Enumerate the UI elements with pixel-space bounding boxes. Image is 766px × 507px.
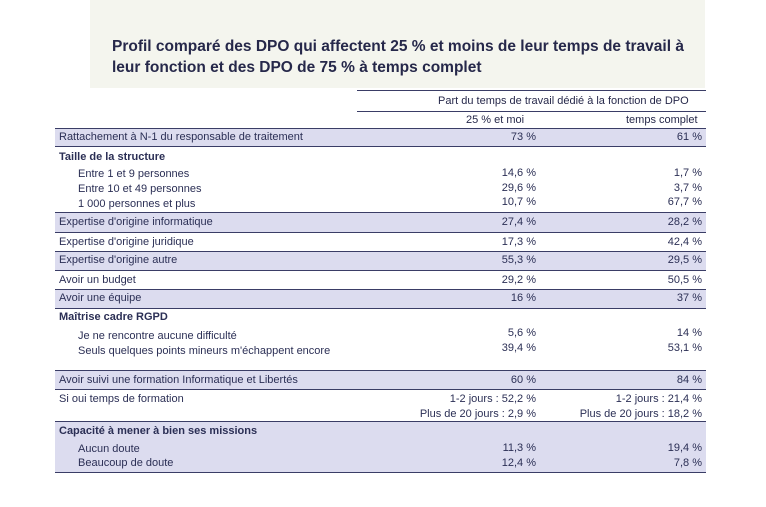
row-label: Avoir suivi une formation Informatique e… [59,374,298,386]
value-25-pct: 11,3 % 12,4 % [502,441,536,470]
value-line: 29,6 % [501,181,536,194]
value-full-time: 1,7 % 3,7 % 67,7 % [668,166,702,210]
value-25-pct: 1-2 jours : 52,2 % Plus de 20 jours : 2,… [420,392,536,421]
row-label: Avoir un budget [59,274,136,286]
sub-label: Seuls quelques points mineurs m'échappen… [78,345,331,357]
table-row: Expertise d'origine juridique 17,3 % 42,… [55,232,706,251]
row-label: Avoir une équipe [59,292,142,304]
value-full-time: 84 % [676,374,702,386]
row-label: Rattachement à N-1 du responsable de tra… [59,131,303,143]
col2-header: temps complet [626,114,698,126]
value-line: 39,4 % [501,341,536,354]
table-row: Avoir un budget 29,2 % 50,5 % [55,270,706,289]
value-line: 11,3 % [502,442,536,454]
sub-label: Beaucoup de doute [78,457,174,469]
value-line: 67,7 % [667,196,702,208]
table-row: Avoir une équipe 16 % 37 % [55,289,706,308]
header-rule-top [357,90,706,91]
table-row: Rattachement à N-1 du responsable de tra… [55,128,706,146]
value-full-time: 50,5 % [667,274,702,286]
sub-label: Entre 10 et 49 personnes [78,183,202,195]
row-label: Maîtrise cadre RGPD [59,311,168,323]
value-25-pct: 17,3 % [501,236,536,248]
table-row: Avoir suivi une formation Informatique e… [55,370,706,389]
header-rule-middle [357,111,706,112]
value-25-pct: 27,4 % [501,216,536,228]
value-line: 5,6 % [507,327,536,339]
value-line: Plus de 20 jours : 2,9 % [419,407,536,420]
value-line: 53,1 % [667,341,702,354]
table-row: Si oui temps de formation 1-2 jours : 52… [55,389,706,421]
col1-header: 25 % et moi [466,114,525,126]
value-full-time: 1-2 jours : 21,4 % Plus de 20 jours : 18… [580,392,702,421]
value-line: 14,6 % [501,167,536,179]
value-full-time: 14 % 53,1 % [668,326,702,355]
value-full-time: 28,2 % [667,216,702,228]
row-label: Expertise d'origine informatique [59,216,213,228]
value-25-pct: 60 % [510,374,536,386]
value-full-time: 37 % [676,292,702,304]
table-row: Maîtrise cadre RGPD Je ne rencontre aucu… [55,308,706,370]
value-25-pct: 16 % [510,292,536,304]
value-25-pct: 5,6 % 39,4 % [502,326,536,355]
row-label: Expertise d'origine juridique [59,236,194,248]
sub-label: Aucun doute [78,443,140,455]
value-line: 10,7 % [501,196,536,208]
sub-label: 1 000 personnes et plus [78,198,196,210]
table-row: Capacité à mener à bien ses missions Auc… [55,421,706,473]
row-label: Capacité à mener à bien ses missions [59,425,258,437]
row-label: Taille de la structure [59,151,166,163]
value-full-time: 29,5 % [667,254,702,266]
value-line: 1,7 % [673,167,702,179]
value-line: 14 % [676,327,702,339]
value-line: Plus de 20 jours : 18,2 % [579,407,702,420]
value-full-time: 19,4 % 7,8 % [668,441,702,470]
document-title: Profil comparé des DPO qui affectent 25 … [112,38,684,76]
title-panel: Profil comparé des DPO qui affectent 25 … [90,0,705,88]
sub-label: Je ne rencontre aucune difficulté [78,330,237,342]
value-line: 7,8 % [673,456,702,469]
value-25-pct: 55,3 % [501,254,536,266]
value-line: 1-2 jours : 21,4 % [615,393,702,405]
group-header: Part du temps de travail dédié à la fonc… [438,95,689,107]
value-line: 3,7 % [673,181,702,194]
value-full-time: 42,4 % [667,236,702,248]
value-25-pct: 29,2 % [501,274,536,286]
row-label: Si oui temps de formation [59,393,184,405]
value-25-pct: 73 % [510,131,536,143]
value-25-pct: 14,6 % 29,6 % 10,7 % [502,166,536,210]
sub-label: Entre 1 et 9 personnes [78,168,190,180]
table-row: Expertise d'origine autre 55,3 % 29,5 % [55,251,706,270]
table-row: Expertise d'origine informatique 27,4 % … [55,212,706,232]
row-label: Expertise d'origine autre [59,254,178,266]
value-full-time: 61 % [676,131,702,143]
table-row: Taille de la structure Entre 1 et 9 pers… [55,146,706,212]
value-line: 19,4 % [667,442,702,454]
value-line: 1-2 jours : 52,2 % [449,393,536,405]
value-line: 12,4 % [501,456,536,469]
